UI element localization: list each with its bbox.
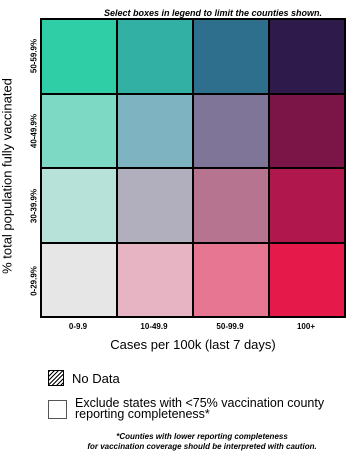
row-label-text: 30-39.9% [29, 188, 39, 223]
footnote-line-2: for vaccination coverage should be inter… [87, 442, 317, 451]
exclude-states-option[interactable]: Exclude states with <75% vaccination cou… [48, 396, 349, 421]
legend-cell-r2-c3[interactable] [269, 168, 345, 243]
legend-cell-r1-c0[interactable] [41, 93, 117, 168]
exclude-states-checkbox[interactable] [48, 400, 67, 419]
row-label-text: 40-49.9% [29, 113, 39, 148]
legend-cell-r2-c2[interactable] [193, 168, 269, 243]
legend-cell-r2-c1[interactable] [117, 168, 193, 243]
legend-cell-r3-c3[interactable] [269, 242, 345, 317]
legend-cell-r3-c2[interactable] [193, 242, 269, 317]
no-data-label: No Data [72, 370, 120, 386]
legend-cell-r1-c3[interactable] [269, 93, 345, 168]
col-label-10-49: 10-49.9 [140, 322, 168, 331]
row-label-text: 0-29.9% [29, 265, 39, 296]
legend-cell-r2-c0[interactable] [41, 168, 117, 243]
row-label-text: 50-59.9% [29, 38, 39, 73]
legend-cell-r3-c1[interactable] [117, 242, 193, 317]
no-data-legend-item[interactable]: No Data [48, 370, 120, 386]
hatch-pattern-icon [48, 370, 64, 386]
col-label-50-99: 50-99.9 [216, 322, 244, 331]
col-label-0-9: 0-9.9 [68, 322, 88, 331]
footnote: *Counties with lower reporting completen… [60, 432, 344, 452]
legend-cell-r0-c3[interactable] [269, 19, 345, 94]
legend-cell-r0-c2[interactable] [193, 19, 269, 94]
col-label-100-plus: 100+ [296, 322, 316, 331]
legend-instruction: Select boxes in legend to limit the coun… [104, 8, 323, 18]
legend-cell-r0-c1[interactable] [117, 19, 193, 94]
footnote-line-1: *Counties with lower reporting completen… [116, 432, 288, 441]
bivariate-legend-grid [40, 18, 346, 318]
x-axis-title: Cases per 100k (last 7 days) [110, 337, 276, 352]
legend-cell-r0-c0[interactable] [41, 19, 117, 94]
y-axis-title-text: % total population fully vaccinated [0, 78, 15, 274]
legend-cell-r3-c0[interactable] [41, 242, 117, 317]
legend-cell-r1-c2[interactable] [193, 93, 269, 168]
exclude-states-label: Exclude states with <75% vaccination cou… [75, 396, 325, 421]
legend-cell-r1-c1[interactable] [117, 93, 193, 168]
